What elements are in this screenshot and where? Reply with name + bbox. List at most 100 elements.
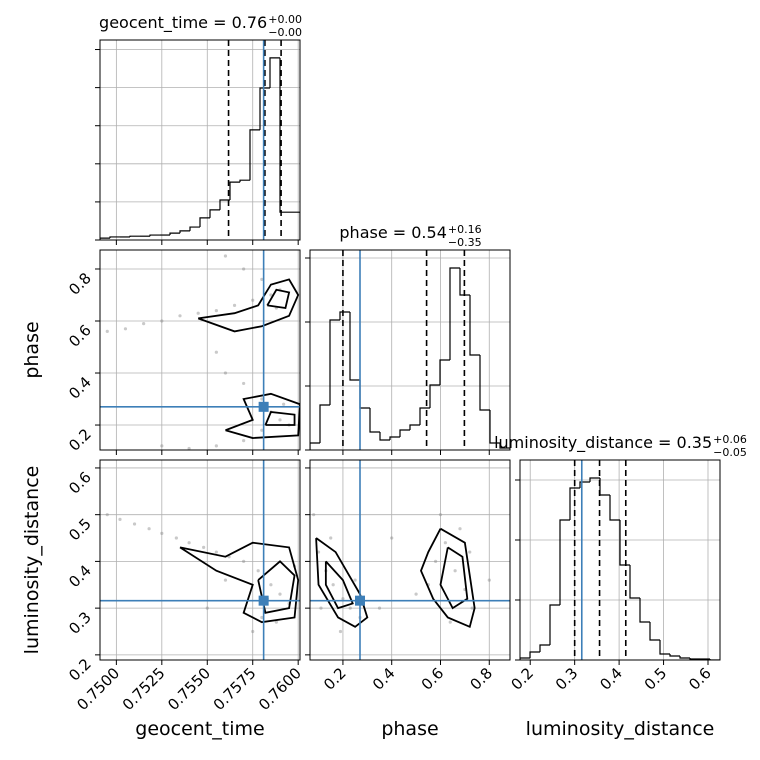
histogram-bin xyxy=(659,640,670,655)
contour xyxy=(225,392,300,439)
histogram-bin xyxy=(639,598,650,623)
panel-frame xyxy=(519,459,721,661)
histogram-bin xyxy=(549,604,560,645)
histogram-bin xyxy=(439,359,450,385)
histogram-bin xyxy=(669,654,680,657)
histogram-bin xyxy=(619,520,630,566)
histogram-bin xyxy=(419,407,430,425)
sample-point xyxy=(260,615,264,620)
panel-frame xyxy=(99,249,301,451)
y-axis-label: phase xyxy=(21,321,43,378)
x-tick-label: 0.4 xyxy=(596,664,626,694)
y-tick-label: 0.6 xyxy=(65,321,95,351)
histogram-bin xyxy=(539,644,550,652)
title-lower: −0.05 xyxy=(713,446,747,459)
x-tick-label: 0.8 xyxy=(466,664,496,694)
y-tick-label: 0.2 xyxy=(65,655,95,685)
histogram-bin xyxy=(520,657,530,660)
sample-point xyxy=(319,606,323,610)
panel-title: geocent_time = 0.76 xyxy=(99,13,267,33)
sample-point xyxy=(353,578,357,582)
panel: geocent_time = 0.76 +0.00−0.00 xyxy=(95,13,302,245)
x-axis-label: geocent_time xyxy=(135,718,264,740)
sample-point xyxy=(187,541,191,545)
sample-point xyxy=(242,439,246,443)
sample-point xyxy=(470,606,474,610)
sample-point xyxy=(260,397,264,401)
bins xyxy=(310,267,510,450)
title-lower: −0.35 xyxy=(448,236,482,249)
contour xyxy=(420,527,476,629)
x-tick-label: 0.6 xyxy=(685,664,715,694)
sample-point xyxy=(214,350,218,354)
x-tick-label: 0.7600 xyxy=(255,664,305,714)
sample-point xyxy=(453,569,457,573)
sample-point xyxy=(123,327,128,331)
panel-frame xyxy=(309,249,511,451)
histogram-bin xyxy=(199,217,210,228)
sample-point xyxy=(260,428,264,432)
histogram-bin xyxy=(489,410,500,444)
histogram-bin xyxy=(429,384,440,408)
histogram-bin xyxy=(599,478,610,496)
x-tick-label: 0.7525 xyxy=(119,664,169,714)
histogram-bin xyxy=(319,404,330,443)
x-tick-label: 0.6 xyxy=(418,664,448,694)
histogram-bin xyxy=(409,424,420,430)
sample-point xyxy=(269,293,273,297)
x-tick-label: 0.3 xyxy=(552,664,582,694)
sample-point xyxy=(160,531,164,535)
sample-point xyxy=(278,592,282,596)
x-axis-label: phase xyxy=(381,718,438,740)
contour xyxy=(324,560,354,610)
sample-point xyxy=(118,517,122,521)
sample-point xyxy=(329,536,333,540)
sample-point xyxy=(105,329,109,334)
x-tick-label: 0.2 xyxy=(507,664,537,694)
sample-point xyxy=(331,583,335,587)
y-axis-label: luminosity_distance xyxy=(21,466,43,655)
histogram-bin xyxy=(469,295,480,356)
histogram-bin xyxy=(100,237,110,240)
sample-point xyxy=(178,314,182,318)
histogram-bin xyxy=(389,436,400,440)
sample-point xyxy=(278,418,282,422)
title-upper: +0.06 xyxy=(713,433,747,446)
sample-point xyxy=(348,606,352,610)
x-tick-label: 0.2 xyxy=(320,664,350,694)
truth-marker xyxy=(258,401,269,412)
histogram-bin xyxy=(499,443,510,450)
sample-point xyxy=(251,629,255,634)
title-upper: +0.00 xyxy=(268,13,302,26)
sample-point xyxy=(160,444,164,448)
sample-point xyxy=(132,522,137,526)
x-axis-label: luminosity_distance xyxy=(526,718,715,740)
histogram-bin xyxy=(109,236,120,239)
sample-point xyxy=(142,322,146,326)
sample-point xyxy=(487,578,491,582)
truth-marker xyxy=(355,595,365,606)
sample-point xyxy=(269,583,273,587)
histogram-bin xyxy=(349,312,360,381)
sample-point xyxy=(458,527,462,531)
contour xyxy=(264,411,296,426)
histogram-bin xyxy=(269,57,280,88)
sample-point xyxy=(242,267,246,271)
sample-point xyxy=(223,254,228,258)
histogram-bin xyxy=(189,226,200,231)
title-lower: −0.00 xyxy=(268,26,302,39)
sample-point xyxy=(202,545,206,549)
sample-point xyxy=(260,277,264,281)
panel: 0.75000.75250.75500.75750.76000.20.30.40… xyxy=(21,459,305,740)
panel-frame xyxy=(99,39,301,241)
sample-point xyxy=(414,592,418,596)
histogram-bin xyxy=(459,268,470,296)
contour xyxy=(266,288,291,310)
histogram-bin xyxy=(339,311,350,320)
bins xyxy=(520,477,720,660)
histogram-bin xyxy=(629,565,640,599)
sample-point xyxy=(196,311,200,315)
bins xyxy=(100,57,300,240)
y-tick-label: 0.8 xyxy=(65,269,95,299)
